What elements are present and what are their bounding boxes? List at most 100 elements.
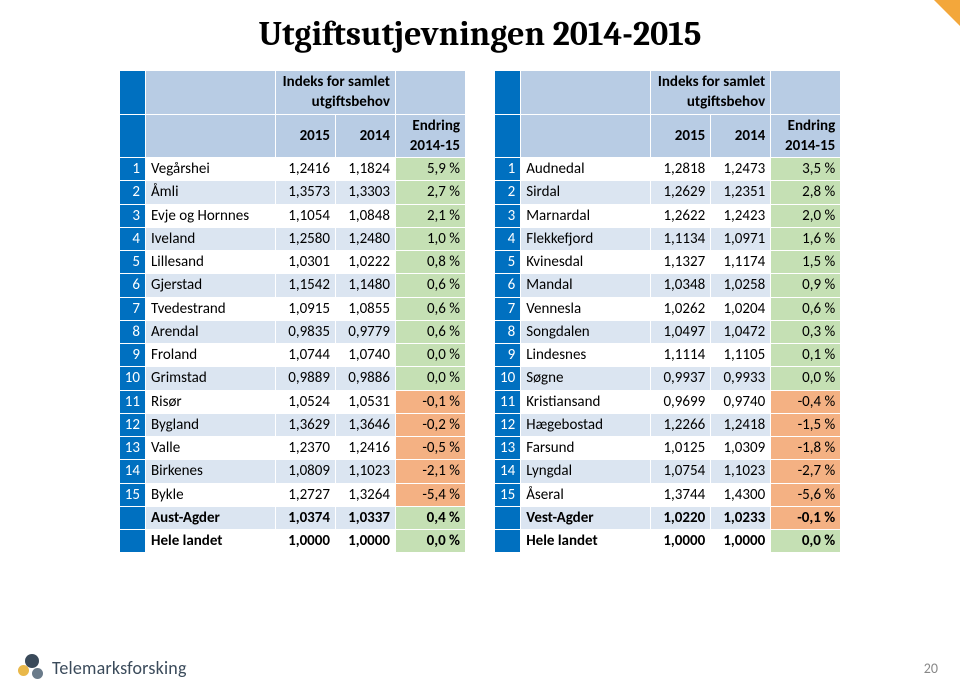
row-2015: 1,0374 [276, 506, 336, 529]
row-number: 7 [119, 297, 145, 320]
summary-row: Vest-Agder 1,0220 1,0233 -0,1 % [495, 506, 841, 529]
row-change: 3,5 % [771, 158, 841, 181]
header-change: Endring 2014-15 [771, 114, 841, 158]
row-2015: 1,1542 [276, 274, 336, 297]
table-row: 4 Flekkefjord 1,1134 1,0971 1,6 % [495, 227, 841, 250]
table-row: 14 Lyngdal 1,0754 1,1023 -2,7 % [495, 460, 841, 483]
row-number: 5 [495, 251, 521, 274]
row-name: Birkenes [146, 460, 276, 483]
row-2014: 1,3646 [336, 413, 396, 436]
row-name: Søgne [521, 367, 651, 390]
row-change: -2,7 % [771, 460, 841, 483]
header-2014: 2014 [711, 114, 771, 158]
row-change: 2,0 % [771, 204, 841, 227]
logo-text: Telemarksforsking [52, 657, 187, 679]
row-2014: 0,9779 [336, 320, 396, 343]
row-name: Hele landet [521, 530, 651, 553]
row-2014: 0,9933 [711, 367, 771, 390]
row-2014: 1,1023 [336, 460, 396, 483]
row-name: Farsund [521, 437, 651, 460]
row-2015: 0,9835 [276, 320, 336, 343]
row-change: 0,3 % [771, 320, 841, 343]
row-number: 6 [495, 274, 521, 297]
row-name: Bykle [146, 483, 276, 506]
row-number: 15 [119, 483, 145, 506]
row-2014: 1,0740 [336, 344, 396, 367]
row-2015: 1,0524 [276, 390, 336, 413]
row-2014: 1,0000 [711, 530, 771, 553]
row-2015: 1,2266 [651, 413, 711, 436]
row-name: Froland [146, 344, 276, 367]
table-row: 7 Tvedestrand 1,0915 1,0855 0,6 % [119, 297, 465, 320]
table-row: 11 Kristiansand 0,9699 0,9740 -0,4 % [495, 390, 841, 413]
header-2015: 2015 [651, 114, 711, 158]
summary-row: Aust-Agder 1,0374 1,0337 0,4 % [119, 506, 465, 529]
page-number: 20 [924, 660, 938, 677]
row-2015: 1,0754 [651, 460, 711, 483]
table-row: 5 Lillesand 1,0301 1,0222 0,8 % [119, 251, 465, 274]
table-row: 4 Iveland 1,2580 1,2480 1,0 % [119, 227, 465, 250]
header-blank [146, 71, 276, 115]
header-blank [495, 71, 521, 115]
header-blank [119, 114, 145, 158]
row-change: 0,0 % [771, 530, 841, 553]
row-2014: 1,0000 [336, 530, 396, 553]
table-row: 12 Hægebostad 1,2266 1,2418 -1,5 % [495, 413, 841, 436]
table-row: 15 Bykle 1,2727 1,3264 -5,4 % [119, 483, 465, 506]
row-name: Åseral [521, 483, 651, 506]
row-change: 1,6 % [771, 227, 841, 250]
row-name: Vest-Agder [521, 506, 651, 529]
table-left: Indeks for samlet utgiftsbehov 2015 2014… [119, 70, 466, 553]
row-name: Marnardal [521, 204, 651, 227]
row-number [495, 530, 521, 553]
table-row: 2 Åmli 1,3573 1,3303 2,7 % [119, 181, 465, 204]
row-2015: 1,0744 [276, 344, 336, 367]
row-2014: 1,1105 [711, 344, 771, 367]
row-2014: 1,1023 [711, 460, 771, 483]
row-2015: 1,0915 [276, 297, 336, 320]
row-name: Valle [146, 437, 276, 460]
row-2015: 1,2622 [651, 204, 711, 227]
logo-mark [18, 654, 46, 682]
row-name: Arendal [146, 320, 276, 343]
row-change: 0,0 % [396, 530, 466, 553]
header-2014: 2014 [336, 114, 396, 158]
header-span: Indeks for samlet utgiftsbehov [651, 71, 771, 115]
row-number: 2 [119, 181, 145, 204]
row-number: 6 [119, 274, 145, 297]
row-number: 7 [495, 297, 521, 320]
table-row: 13 Farsund 1,0125 1,0309 -1,8 % [495, 437, 841, 460]
row-2015: 1,0125 [651, 437, 711, 460]
row-2015: 1,2727 [276, 483, 336, 506]
row-change: -0,1 % [771, 506, 841, 529]
row-change: -0,2 % [396, 413, 466, 436]
row-number: 9 [495, 344, 521, 367]
row-name: Risør [146, 390, 276, 413]
row-number: 9 [119, 344, 145, 367]
row-2015: 1,1114 [651, 344, 711, 367]
row-2014: 1,1824 [336, 158, 396, 181]
row-name: Hele landet [146, 530, 276, 553]
row-number: 13 [495, 437, 521, 460]
row-name: Lindesnes [521, 344, 651, 367]
row-change: -1,8 % [771, 437, 841, 460]
header-blank [521, 114, 651, 158]
row-name: Aust-Agder [146, 506, 276, 529]
row-2014: 1,2416 [336, 437, 396, 460]
row-name: Åmli [146, 181, 276, 204]
row-name: Kvinesdal [521, 251, 651, 274]
row-2014: 1,0258 [711, 274, 771, 297]
row-name: Grimstad [146, 367, 276, 390]
header-blank [771, 71, 841, 115]
row-2015: 1,0262 [651, 297, 711, 320]
row-change: 0,1 % [771, 344, 841, 367]
row-number: 14 [119, 460, 145, 483]
row-name: Kristiansand [521, 390, 651, 413]
row-2014: 1,1174 [711, 251, 771, 274]
header-2015: 2015 [276, 114, 336, 158]
footer: Telemarksforsking 20 [0, 648, 960, 694]
header-blank [119, 71, 145, 115]
row-2015: 1,0000 [276, 530, 336, 553]
table-row: 10 Søgne 0,9937 0,9933 0,0 % [495, 367, 841, 390]
row-2014: 0,9740 [711, 390, 771, 413]
